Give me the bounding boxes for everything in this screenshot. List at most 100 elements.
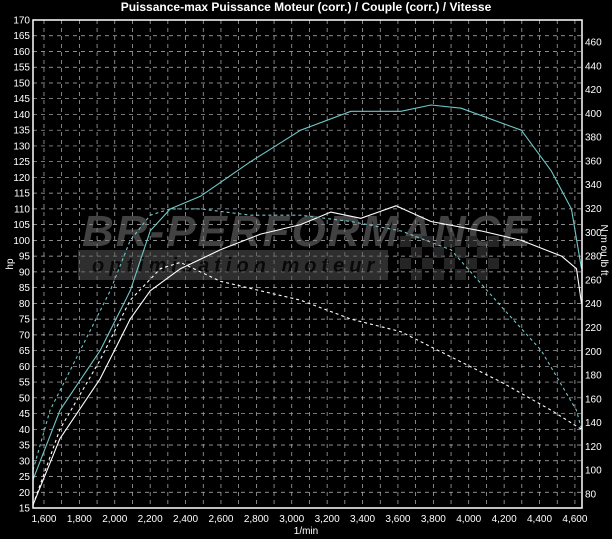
watermark-logo: BR-PERFORMANCE optimisation moteur — [78, 207, 531, 280]
y2-ticks: 80 100 120 140 160 180 200 220 240 260 280 300 320 34… — [585, 38, 602, 501]
y-tick-label: 65 — [19, 346, 31, 357]
x-tick-label: 2,800 — [244, 514, 269, 525]
checker-square — [477, 247, 488, 258]
y-tick-label: 15 — [19, 504, 31, 515]
y-tick-label: 155 — [13, 63, 30, 74]
checker-square — [488, 258, 499, 269]
y-tick-label: 170 — [13, 16, 30, 27]
y-tick-label: 120 — [13, 173, 30, 184]
y-tick-label: 95 — [19, 252, 31, 263]
y2-tick-label: 140 — [585, 418, 602, 429]
y-tick-label: 60 — [19, 362, 31, 373]
y2-tick-label: 420 — [585, 85, 602, 96]
x-tick-label: 4,000 — [456, 514, 481, 525]
checker-square — [455, 269, 466, 280]
y-tick-label: 40 — [19, 425, 31, 436]
plot-frame — [32, 19, 583, 509]
y2-tick-label: 400 — [585, 109, 602, 120]
x-tick-label: 2,400 — [173, 514, 198, 525]
x-axis-label: 1/min — [294, 526, 318, 537]
checker-square — [444, 258, 455, 269]
y2-tick-label: 360 — [585, 156, 602, 167]
x-tick-label: 2,000 — [102, 514, 127, 525]
x-tick-label: 2,600 — [208, 514, 233, 525]
y-tick-label: 115 — [14, 189, 30, 200]
y2-tick-label: 220 — [585, 323, 602, 334]
y-tick-label: 45 — [19, 409, 31, 420]
x-tick-label: 4,200 — [492, 514, 517, 525]
checker-square — [400, 236, 411, 247]
checker-square — [466, 258, 477, 269]
checker-square — [422, 258, 433, 269]
series-group — [32, 104, 583, 506]
y-tick-label: 100 — [13, 236, 30, 247]
y2-axis-label: N m ou lb ft — [598, 224, 609, 275]
y-axis-label: hp — [5, 258, 16, 270]
x-tick-label: 3,000 — [279, 514, 304, 525]
y2-tick-label: 460 — [585, 38, 602, 49]
y2-tick-label: 80 — [585, 490, 597, 501]
y-tick-label: 30 — [19, 456, 31, 467]
checker-square — [444, 236, 455, 247]
y2-tick-label: 180 — [585, 371, 602, 382]
y2-tick-label: 160 — [585, 394, 602, 405]
y-tick-label: 160 — [13, 47, 30, 58]
x-tick-label: 3,600 — [385, 514, 410, 525]
y-tick-label: 110 — [14, 204, 30, 215]
x-ticks: 1,600 1,800 2,000 2,200 2,400 2,600 2,800 3,000… — [31, 514, 587, 525]
chart-title: Puissance-max Puissance Moteur (corr.) /… — [121, 0, 492, 14]
y-tick-label: 135 — [13, 126, 30, 137]
y2-tick-label: 380 — [585, 133, 602, 144]
y-tick-label: 50 — [19, 393, 31, 404]
y-tick-label: 165 — [13, 31, 30, 42]
x-tick-label: 4,400 — [527, 514, 552, 525]
y-tick-label: 145 — [13, 94, 30, 105]
y-tick-label: 85 — [19, 283, 31, 294]
series-line-4 — [32, 261, 582, 506]
checker-square — [411, 247, 422, 258]
checker-square — [488, 236, 499, 247]
x-tick-label: 2,200 — [138, 514, 163, 525]
checker-square — [400, 258, 411, 269]
checker-square — [455, 247, 466, 258]
y-tick-label: 105 — [13, 220, 30, 231]
y2-tick-label: 260 — [585, 275, 602, 286]
checker-square — [477, 269, 488, 280]
x-tick-label: 1,800 — [67, 514, 92, 525]
y2-tick-label: 100 — [585, 466, 602, 477]
checker-square — [411, 269, 422, 280]
y2-tick-label: 200 — [585, 347, 602, 358]
y2-tick-label: 440 — [585, 61, 602, 72]
checker-square — [466, 236, 477, 247]
y-tick-label: 25 — [19, 472, 31, 483]
checker-square — [433, 269, 444, 280]
y-tick-label: 20 — [19, 488, 31, 499]
y-tick-label: 70 — [19, 330, 31, 341]
y-tick-label: 80 — [19, 299, 31, 310]
y2-tick-label: 340 — [585, 180, 602, 191]
x-tick-label: 1,600 — [31, 514, 56, 525]
y-tick-label: 130 — [13, 141, 30, 152]
series-line-1 — [32, 104, 583, 480]
y-tick-label: 140 — [13, 110, 30, 121]
series-line-3 — [32, 208, 583, 471]
y-tick-label: 75 — [19, 315, 31, 326]
x-tick-label: 3,200 — [315, 514, 340, 525]
y-tick-label: 35 — [19, 441, 31, 452]
y2-tick-label: 300 — [585, 228, 602, 239]
y2-tick-label: 120 — [585, 442, 602, 453]
y-tick-label: 55 — [19, 378, 31, 389]
y-tick-label: 150 — [13, 78, 30, 89]
x-tick-label: 3,400 — [350, 514, 375, 525]
checker-square — [433, 247, 444, 258]
y-ticks: 15 20 25 30 35 40 45 50 55 60 65 70 75 80 85 90 95 100 105… — [13, 16, 30, 515]
y-tick-label: 125 — [13, 157, 30, 168]
watermark-tagline: optimisation moteur — [92, 255, 379, 277]
x-tick-label: 4,600 — [562, 514, 587, 525]
y2-tick-label: 280 — [585, 252, 602, 263]
series-line-2 — [32, 205, 583, 506]
y2-tick-label: 240 — [585, 299, 602, 310]
y2-tick-label: 320 — [585, 204, 602, 215]
y-tick-label: 90 — [19, 267, 31, 278]
